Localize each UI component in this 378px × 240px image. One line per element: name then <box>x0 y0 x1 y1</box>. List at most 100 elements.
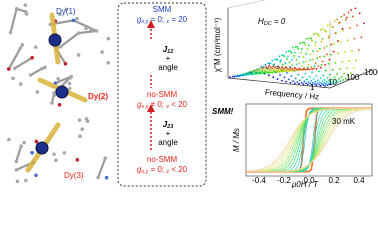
ac-dot <box>276 65 279 68</box>
ac-dot <box>257 72 260 75</box>
ac-dot <box>286 58 288 60</box>
ac-dot <box>293 51 296 54</box>
ac-dot <box>324 85 326 87</box>
ac-dot <box>267 71 269 74</box>
ac-dot <box>274 66 276 69</box>
ac-dot <box>312 33 315 36</box>
ac-dot <box>356 24 358 27</box>
ac-dot <box>325 69 327 72</box>
bond <box>97 157 107 179</box>
ac-dot <box>254 71 257 73</box>
atom <box>106 61 111 65</box>
atom <box>104 175 109 180</box>
ac-dot <box>312 58 314 61</box>
ac-dot <box>326 76 329 79</box>
ac-dot <box>319 77 322 80</box>
ac-dot <box>347 75 350 78</box>
ac-dot <box>317 65 320 67</box>
x-tick-label: 0.2 <box>328 176 340 185</box>
atom <box>50 101 54 105</box>
atom <box>106 36 111 41</box>
ac-dot <box>250 73 253 76</box>
ac-dot <box>242 73 244 75</box>
ac-dot <box>332 80 335 83</box>
atom <box>69 74 74 79</box>
bond <box>29 67 44 77</box>
ac-dot <box>305 52 307 55</box>
atom <box>14 168 19 172</box>
ac-dot <box>360 36 363 39</box>
ac-dot <box>319 66 322 69</box>
ac-dot <box>309 53 312 56</box>
ac-dot <box>293 69 295 71</box>
ac-dot <box>363 22 365 25</box>
angle: angle <box>158 63 178 72</box>
ac-dot <box>286 71 288 74</box>
ac-dot <box>276 78 279 80</box>
ac-dot <box>302 61 305 64</box>
ac-dot <box>325 30 327 33</box>
ac-dot <box>236 74 239 77</box>
ac-dot <box>267 74 270 77</box>
ac-dot <box>321 80 324 83</box>
bond <box>9 7 18 34</box>
ac-dot <box>284 62 287 64</box>
ac-dot <box>269 62 272 65</box>
ac-dot <box>320 40 323 43</box>
ac-dot <box>264 67 267 70</box>
ac-dot <box>249 72 251 75</box>
ac-dot <box>253 72 256 75</box>
ac-dot <box>268 65 270 67</box>
ac-dot <box>298 82 300 85</box>
atom <box>40 66 44 71</box>
ac-dot <box>283 55 286 58</box>
ac-dot <box>281 66 283 68</box>
ac-dot <box>287 78 290 81</box>
atom <box>71 18 76 23</box>
ac-dot <box>321 38 324 40</box>
ac-dot <box>329 73 332 76</box>
ac-dot <box>311 39 314 42</box>
ac-dot <box>247 71 250 74</box>
g-part: ≠ 0; <box>148 100 166 109</box>
molecule <box>6 3 111 184</box>
j: J <box>163 45 168 54</box>
atom <box>54 158 58 163</box>
y-label: χ''M (cm³mol⁻¹) <box>213 17 222 72</box>
ac-dot <box>275 67 278 70</box>
ac-dot <box>283 76 286 79</box>
ac-dot <box>294 67 296 70</box>
ac-dot <box>302 83 305 86</box>
ac-dot <box>353 37 356 40</box>
g-part: g <box>137 100 142 109</box>
ac-dot <box>268 68 271 71</box>
ac-dot <box>234 75 237 77</box>
ac-dot <box>315 67 318 70</box>
ac-dot <box>319 28 322 31</box>
atom <box>23 3 28 7</box>
ac-dot <box>264 63 267 66</box>
x-tick-label: 1000 <box>364 68 378 77</box>
atom <box>67 81 72 86</box>
ac-dot <box>329 23 332 26</box>
ac-dot <box>285 80 288 83</box>
ac-dot <box>332 43 335 46</box>
atom <box>76 53 81 57</box>
atom <box>6 67 11 71</box>
ac-dot <box>340 15 343 18</box>
ac-dot <box>259 69 262 72</box>
ac-dot <box>257 68 260 71</box>
ac-dot <box>325 81 328 83</box>
state-g: gx,y = 0; z = 20 <box>137 15 188 25</box>
atom <box>63 62 68 66</box>
ac-dot <box>262 66 265 69</box>
ac-dot <box>290 51 293 54</box>
ac-dot <box>252 69 255 72</box>
ac-plot: HDC = 0χ''M (cm³mol⁻¹)Frequency / Hz1101… <box>213 0 378 101</box>
ac-dot <box>306 66 309 69</box>
ac-dot <box>317 79 320 82</box>
ac-dot <box>331 68 334 71</box>
ac-dot <box>324 83 327 85</box>
ac-dot <box>251 71 254 74</box>
ac-dot <box>354 7 357 10</box>
